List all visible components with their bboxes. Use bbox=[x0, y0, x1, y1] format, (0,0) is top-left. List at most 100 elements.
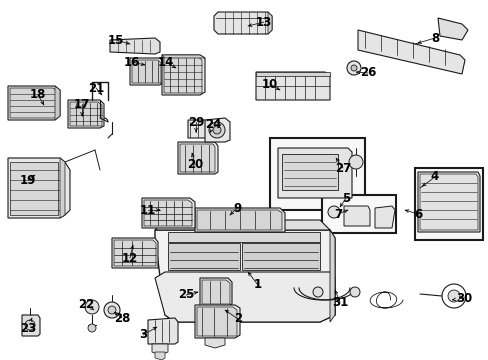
Polygon shape bbox=[214, 12, 271, 34]
Circle shape bbox=[85, 300, 99, 314]
Text: 1: 1 bbox=[253, 279, 262, 292]
Polygon shape bbox=[282, 154, 337, 190]
Bar bbox=[269, 138, 364, 210]
Polygon shape bbox=[110, 38, 160, 54]
Circle shape bbox=[348, 155, 362, 169]
Polygon shape bbox=[180, 144, 215, 172]
Polygon shape bbox=[329, 230, 334, 322]
Polygon shape bbox=[132, 60, 161, 83]
Polygon shape bbox=[143, 200, 192, 226]
Polygon shape bbox=[142, 198, 195, 228]
Polygon shape bbox=[155, 230, 334, 322]
Text: 13: 13 bbox=[255, 15, 271, 28]
Text: 4: 4 bbox=[430, 171, 438, 184]
Text: 7: 7 bbox=[333, 207, 342, 220]
Text: 24: 24 bbox=[204, 118, 221, 131]
Polygon shape bbox=[22, 315, 40, 336]
Text: 10: 10 bbox=[262, 77, 278, 90]
Polygon shape bbox=[148, 318, 178, 344]
Text: 21: 21 bbox=[88, 81, 104, 94]
Text: 31: 31 bbox=[331, 296, 347, 309]
Polygon shape bbox=[195, 305, 240, 338]
Text: 6: 6 bbox=[413, 207, 421, 220]
Polygon shape bbox=[60, 158, 65, 218]
Polygon shape bbox=[278, 148, 351, 198]
Circle shape bbox=[447, 290, 459, 302]
Polygon shape bbox=[178, 142, 218, 174]
Text: 14: 14 bbox=[158, 55, 174, 68]
Polygon shape bbox=[168, 232, 319, 242]
Polygon shape bbox=[187, 120, 207, 138]
Circle shape bbox=[346, 61, 360, 75]
Polygon shape bbox=[8, 86, 60, 120]
Polygon shape bbox=[155, 220, 329, 230]
Circle shape bbox=[312, 287, 323, 297]
Polygon shape bbox=[204, 118, 229, 142]
Text: 28: 28 bbox=[114, 311, 130, 324]
Polygon shape bbox=[163, 57, 202, 93]
Circle shape bbox=[104, 302, 120, 318]
Text: 23: 23 bbox=[20, 321, 36, 334]
Text: 12: 12 bbox=[122, 252, 138, 265]
Polygon shape bbox=[343, 206, 369, 226]
Text: 22: 22 bbox=[78, 297, 94, 310]
Text: 26: 26 bbox=[359, 67, 375, 80]
Text: 5: 5 bbox=[341, 192, 349, 204]
Polygon shape bbox=[55, 86, 60, 120]
Polygon shape bbox=[417, 172, 479, 232]
Polygon shape bbox=[197, 307, 237, 336]
Polygon shape bbox=[155, 352, 164, 360]
Bar bbox=[321, 195, 395, 233]
Text: 18: 18 bbox=[30, 89, 46, 102]
Circle shape bbox=[88, 324, 96, 332]
Polygon shape bbox=[10, 88, 57, 118]
Polygon shape bbox=[70, 102, 102, 126]
Text: 2: 2 bbox=[233, 312, 242, 325]
Text: 25: 25 bbox=[178, 288, 194, 302]
Polygon shape bbox=[155, 272, 334, 322]
Circle shape bbox=[208, 122, 224, 138]
Bar bbox=[414, 168, 482, 240]
Text: 15: 15 bbox=[107, 33, 124, 46]
Text: 3: 3 bbox=[139, 328, 147, 342]
Polygon shape bbox=[200, 278, 231, 306]
Circle shape bbox=[25, 320, 35, 330]
Polygon shape bbox=[168, 243, 240, 270]
Polygon shape bbox=[112, 238, 158, 268]
Text: 11: 11 bbox=[140, 203, 156, 216]
Polygon shape bbox=[68, 100, 104, 128]
Polygon shape bbox=[204, 338, 224, 348]
Polygon shape bbox=[202, 280, 229, 304]
Text: 29: 29 bbox=[187, 116, 204, 129]
Circle shape bbox=[327, 206, 339, 218]
Polygon shape bbox=[8, 158, 70, 218]
Polygon shape bbox=[195, 208, 285, 232]
Circle shape bbox=[213, 126, 221, 134]
Polygon shape bbox=[114, 240, 156, 266]
Text: 19: 19 bbox=[20, 174, 36, 186]
Polygon shape bbox=[374, 206, 394, 228]
Polygon shape bbox=[256, 72, 329, 100]
Polygon shape bbox=[242, 243, 319, 270]
Text: 17: 17 bbox=[74, 98, 90, 111]
Polygon shape bbox=[162, 55, 204, 58]
Text: 8: 8 bbox=[430, 31, 438, 45]
Circle shape bbox=[349, 287, 359, 297]
Polygon shape bbox=[357, 30, 464, 74]
Text: 27: 27 bbox=[334, 162, 350, 175]
Text: 30: 30 bbox=[455, 292, 471, 305]
Polygon shape bbox=[197, 210, 282, 230]
Polygon shape bbox=[130, 58, 163, 85]
Text: 9: 9 bbox=[232, 202, 241, 215]
Polygon shape bbox=[256, 72, 329, 76]
Text: 20: 20 bbox=[186, 158, 203, 171]
Circle shape bbox=[350, 65, 356, 71]
Polygon shape bbox=[267, 12, 271, 34]
Polygon shape bbox=[437, 18, 467, 40]
Circle shape bbox=[108, 306, 116, 314]
Text: 16: 16 bbox=[123, 55, 140, 68]
Polygon shape bbox=[152, 344, 168, 355]
Polygon shape bbox=[10, 162, 58, 215]
Polygon shape bbox=[162, 55, 204, 95]
Polygon shape bbox=[419, 174, 477, 230]
